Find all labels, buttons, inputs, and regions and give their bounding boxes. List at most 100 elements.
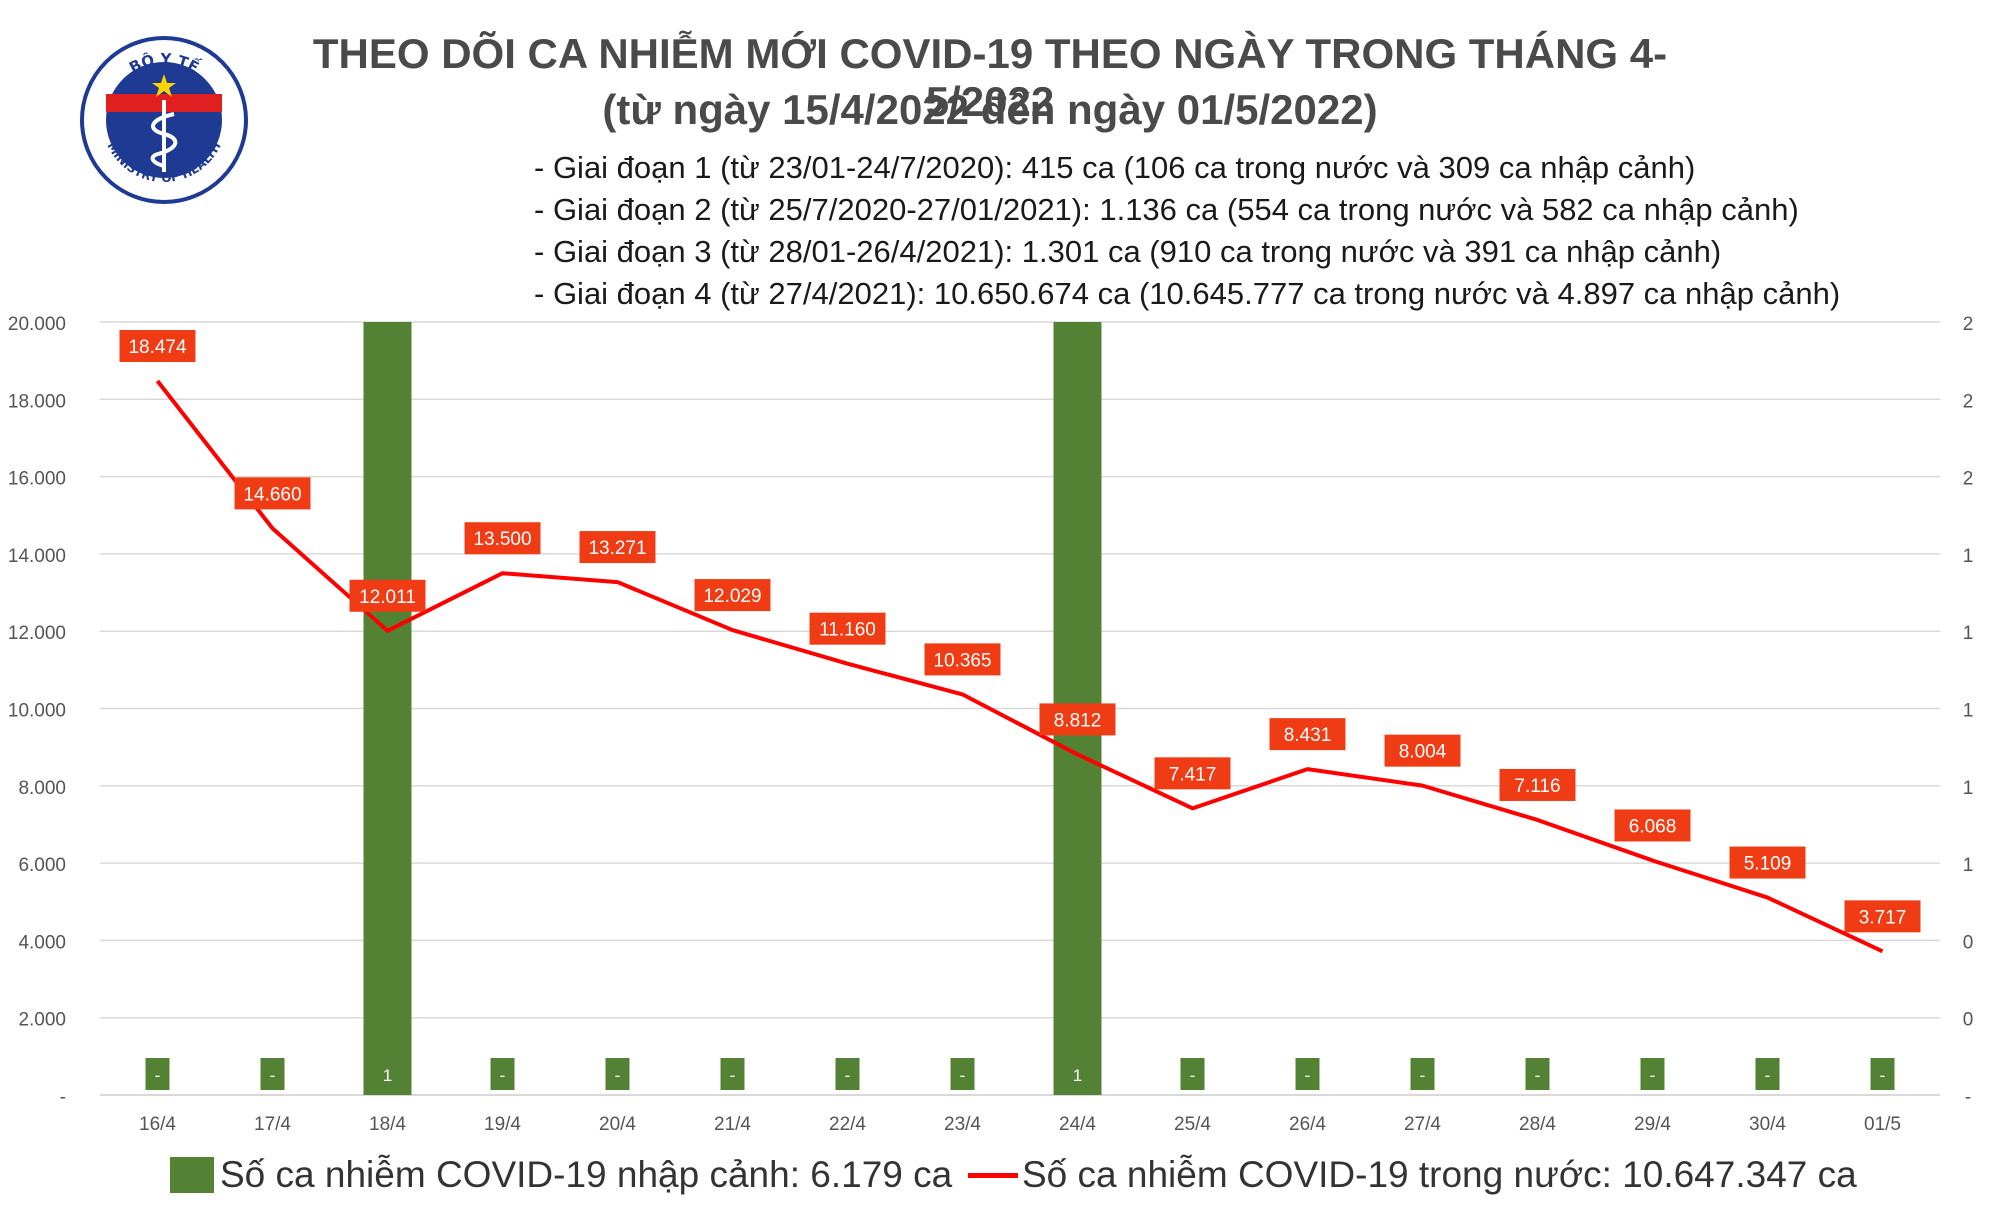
legend-line-swatch — [968, 1172, 1018, 1178]
line-label-box — [1154, 757, 1231, 790]
y-left-tick-label: 8.000 — [18, 778, 66, 799]
y-right-tick-label: 1 — [1963, 701, 1974, 722]
x-tick-label: 22/4 — [829, 1114, 866, 1135]
line-label-box — [694, 579, 771, 612]
bar-data-label: - — [615, 1066, 621, 1085]
legend-bar-swatch — [170, 1157, 214, 1193]
phase-note-1: Giai đoạn 1 (từ 23/01-24/7/2020): 415 ca… — [534, 147, 1840, 189]
line-label-box — [924, 643, 1001, 676]
bar-data-label: 1 — [1073, 1066, 1082, 1085]
bar-label-box — [1870, 1058, 1895, 1090]
bar-data-label: - — [1765, 1066, 1771, 1085]
x-tick-label: 01/5 — [1864, 1114, 1901, 1135]
bar-label-box — [720, 1058, 745, 1090]
bar-label-box — [260, 1058, 285, 1090]
line-label-box — [464, 522, 541, 555]
line-label-box — [1039, 703, 1116, 736]
y-left-tick-label: 18.000 — [8, 391, 66, 412]
x-tick-label: 17/4 — [254, 1114, 291, 1135]
bar-label-box — [605, 1058, 630, 1090]
line-data-label: 8.812 — [1054, 710, 1102, 731]
bar-label-box — [1180, 1058, 1205, 1090]
bar-label-box — [1755, 1058, 1780, 1090]
line-label-box — [1614, 809, 1691, 842]
line-series-domestic — [155, 379, 1884, 954]
y-right-tick-label: 2 — [1963, 391, 1974, 412]
legend-item-domestic: Số ca nhiễm COVID-19 trong nước: 10.647.… — [968, 1150, 1857, 1200]
y-left-tick-label: 16.000 — [8, 469, 66, 490]
bar-label-box — [1640, 1058, 1665, 1090]
line-data-label: 3.717 — [1859, 907, 1907, 928]
bar-data-label: - — [1190, 1066, 1196, 1085]
y-right-tick-label: - — [1965, 1087, 1971, 1108]
line-label-box — [119, 329, 196, 362]
y-left-tick-label: 12.000 — [8, 623, 66, 644]
line-data-label: 8.431 — [1284, 725, 1332, 746]
phase-note-3: Giai đoạn 3 (từ 28/01-26/4/2021): 1.301 … — [534, 231, 1840, 273]
line-label-box — [1384, 734, 1461, 767]
line-data-label: 12.029 — [703, 586, 761, 607]
bar-data-label: - — [960, 1066, 966, 1085]
y-right-tick-label: 2 — [1963, 469, 1974, 490]
line-data-label: 8.004 — [1399, 742, 1447, 763]
bar-data-label: - — [155, 1066, 161, 1085]
x-tick-label: 19/4 — [484, 1114, 521, 1135]
bar-label-box — [1525, 1058, 1550, 1090]
line-data-label: 6.068 — [1629, 816, 1677, 837]
x-tick-label: 25/4 — [1174, 1114, 1211, 1135]
y-right-tick-label: 1 — [1963, 623, 1974, 644]
line-label-box — [349, 579, 426, 612]
y-right-tick-label: 1 — [1963, 855, 1974, 876]
y-left-tick-label: - — [60, 1087, 66, 1108]
bar-label-box — [950, 1058, 975, 1090]
bar-label-box — [1065, 1058, 1090, 1090]
y-right-tick-label: 1 — [1963, 546, 1974, 567]
chart-plot: - -2.000 04.000 06.000 18.000 110.000 112.000 1… — [8, 314, 1974, 1135]
x-tick-label: 18/4 — [369, 1114, 406, 1135]
legend-label-imported: Số ca nhiễm COVID-19 nhập cảnh: 6.179 ca — [220, 1154, 953, 1195]
y-left-tick-label: 20.000 — [8, 314, 66, 335]
bar-data-label: - — [1305, 1066, 1311, 1085]
x-tick-label: 23/4 — [944, 1114, 981, 1135]
y-left-tick-label: 4.000 — [18, 932, 66, 953]
line-data-label: 13.271 — [588, 538, 646, 559]
bar-data-label: - — [500, 1066, 506, 1085]
bar-data-label: - — [1535, 1066, 1541, 1085]
line-label-box — [1499, 768, 1576, 801]
line-data-label: 18.474 — [128, 337, 187, 358]
bar-data-label: 1 — [383, 1066, 392, 1085]
bar-label-box — [835, 1058, 860, 1090]
line-data-label: 7.417 — [1169, 764, 1217, 785]
legend-label-domestic: Số ca nhiễm COVID-19 trong nước: 10.647.… — [1022, 1154, 1857, 1195]
bar-label-box — [1410, 1058, 1435, 1090]
chart-subtitle: (từ ngày 15/4/2022 đến ngày 01/5/2022) — [602, 86, 1378, 133]
line-data-label: 10.365 — [933, 650, 991, 671]
bar — [363, 322, 412, 1095]
line-label-box — [579, 531, 656, 564]
bar-data-label: - — [845, 1066, 851, 1085]
ministry-of-health-logo: BỘ Y TẾ MINISTRY OF HEALTH — [80, 36, 248, 204]
y-left-tick-label: 14.000 — [8, 546, 66, 567]
line-data-label: 12.011 — [359, 587, 416, 608]
bar-data-label: - — [1880, 1066, 1886, 1085]
x-tick-label: 27/4 — [1404, 1114, 1441, 1135]
phase-note-2: Giai đoạn 2 (từ 25/7/2020-27/01/2021): 1… — [534, 189, 1840, 231]
phase-note-4: Giai đoạn 4 (từ 27/4/2021): 10.650.674 c… — [534, 273, 1840, 315]
x-tick-label: 28/4 — [1519, 1114, 1556, 1135]
x-tick-label: 29/4 — [1634, 1114, 1671, 1135]
phase-notes: Giai đoạn 1 (từ 23/01-24/7/2020): 415 ca… — [534, 147, 1840, 315]
x-tick-label: 30/4 — [1749, 1114, 1786, 1135]
y-right-tick-label: 1 — [1963, 778, 1974, 799]
line-data-label: 7.116 — [1514, 776, 1560, 797]
chart-title: THEO DÕI CA NHIỄM MỚI COVID-19 THEO NGÀY… — [312, 30, 1668, 125]
y-left-tick-label: 6.000 — [18, 855, 66, 876]
bar-label-box — [1295, 1058, 1320, 1090]
x-tick-label: 16/4 — [139, 1114, 176, 1135]
line-label-box — [1844, 900, 1921, 933]
x-tick-label: 20/4 — [599, 1114, 636, 1135]
line-label-box — [234, 477, 311, 510]
line-data-label: 11.160 — [819, 620, 876, 641]
bar-data-label: - — [1420, 1066, 1426, 1085]
chart-legend: Số ca nhiễm COVID-19 nhập cảnh: 6.179 ca… — [0, 1150, 2000, 1200]
bar-label-box — [145, 1058, 170, 1090]
